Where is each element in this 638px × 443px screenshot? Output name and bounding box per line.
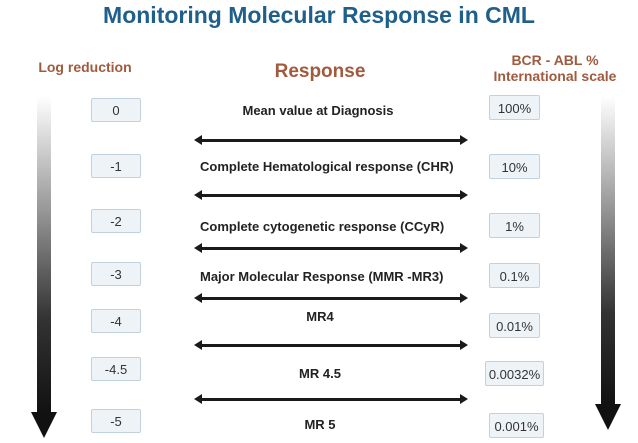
right-down-arrow [595, 96, 621, 430]
bcr-abl-box-1: 10% [489, 154, 540, 179]
response-label-6: MR 5 [304, 417, 336, 432]
double-arrow-5 [194, 340, 468, 350]
log-box-4: -4 [91, 309, 141, 333]
double-arrow-4 [194, 293, 468, 303]
log-box-1: -1 [91, 154, 141, 178]
response-label-4: MR4 [306, 309, 334, 324]
response-label-1: Complete Hematological response (CHR) [200, 159, 454, 174]
double-arrow-3 [194, 243, 468, 253]
header-bcr-abl: BCR - ABL % International scale [480, 52, 630, 84]
header-response: Response [274, 61, 366, 82]
response-label-5: MR 4.5 [299, 366, 341, 381]
double-arrow-6 [194, 394, 468, 404]
log-box-2: -2 [91, 209, 141, 233]
double-arrow-2 [194, 190, 468, 200]
header-bcr-abl-line1: BCR - ABL % [511, 52, 599, 68]
response-label-2: Complete cytogenetic response (CCyR) [200, 219, 445, 234]
bcr-abl-box-3: 0.1% [489, 263, 540, 288]
left-down-arrow [31, 96, 57, 438]
log-box-0: 0 [91, 98, 141, 122]
response-label-0: Mean value at Diagnosis [242, 103, 394, 118]
bcr-abl-box-4: 0.01% [489, 313, 540, 338]
page-title: Monitoring Molecular Response in CML [103, 2, 535, 28]
header-log-reduction: Log reduction [38, 59, 132, 75]
bcr-abl-box-5: 0.0032% [485, 361, 544, 386]
log-box-3: -3 [91, 262, 141, 286]
bcr-abl-box-0: 100% [489, 95, 540, 120]
bcr-abl-box-6: 0.001% [489, 413, 544, 438]
log-box-5: -4.5 [91, 357, 141, 381]
header-bcr-abl-line2: International scale [493, 68, 617, 84]
bcr-abl-box-2: 1% [489, 213, 540, 238]
double-arrow-1 [194, 135, 468, 145]
response-label-3: Major Molecular Response (MMR -MR3) [200, 269, 444, 284]
log-box-6: -5 [91, 409, 141, 433]
